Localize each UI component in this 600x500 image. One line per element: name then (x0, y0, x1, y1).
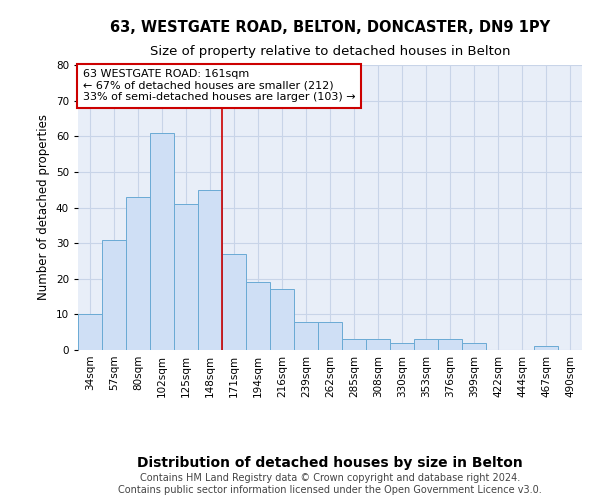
Bar (126, 197, 150, 350)
Bar (198, 190, 222, 350)
Text: 63, WESTGATE ROAD, BELTON, DONCASTER, DN9 1PY: 63, WESTGATE ROAD, BELTON, DONCASTER, DN… (110, 20, 550, 35)
Bar (414, 340, 438, 350)
Bar (294, 322, 318, 350)
Bar (318, 322, 342, 350)
Bar (102, 240, 126, 350)
Bar (438, 340, 462, 350)
Bar (390, 343, 414, 350)
Bar (366, 340, 390, 350)
Text: Size of property relative to detached houses in Belton: Size of property relative to detached ho… (150, 45, 510, 58)
Bar (78, 314, 102, 350)
Bar (246, 282, 270, 350)
Bar (342, 340, 366, 350)
Text: 63 WESTGATE ROAD: 161sqm
← 67% of detached houses are smaller (212)
33% of semi-: 63 WESTGATE ROAD: 161sqm ← 67% of detach… (83, 70, 356, 102)
Text: Distribution of detached houses by size in Belton: Distribution of detached houses by size … (137, 456, 523, 470)
Bar (462, 343, 486, 350)
Bar (174, 204, 198, 350)
Bar (222, 254, 246, 350)
Bar (534, 346, 558, 350)
Y-axis label: Number of detached properties: Number of detached properties (37, 114, 50, 300)
Bar (270, 290, 294, 350)
Bar (150, 132, 174, 350)
Text: Contains HM Land Registry data © Crown copyright and database right 2024.
Contai: Contains HM Land Registry data © Crown c… (118, 474, 542, 495)
